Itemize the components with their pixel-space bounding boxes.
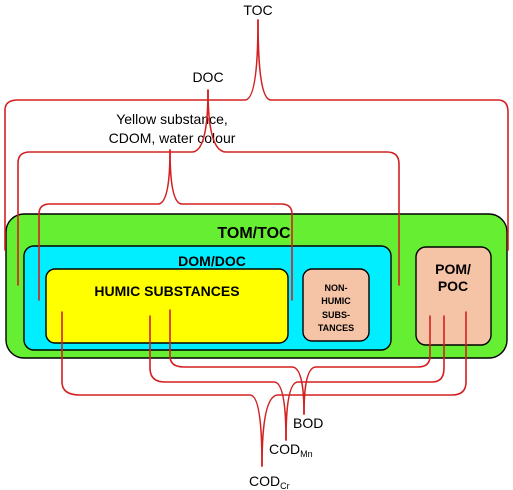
toc-label: TOC <box>243 2 272 18</box>
doc-bracket <box>207 89 400 286</box>
non-humic-label: HUMIC <box>321 296 351 306</box>
doc-label: DOC <box>192 69 223 85</box>
codcr-bracket <box>261 311 467 467</box>
toc-bracket <box>4 19 259 251</box>
pom-poc-label: POC <box>438 278 468 294</box>
codmn-label: CODMn <box>269 441 313 459</box>
doc-bracket <box>17 89 209 286</box>
bod-label: BOD <box>293 415 323 431</box>
codmn-bracket <box>149 315 287 441</box>
codmn-bracket <box>285 315 445 441</box>
cdom-bracket <box>38 149 171 301</box>
humic-substances-box <box>45 268 289 344</box>
cdom-bracket <box>169 149 293 301</box>
bod-bracket <box>169 309 305 415</box>
non-humic-label: NON- <box>325 283 348 293</box>
tom-toc-label: TOM/TOC <box>217 225 291 242</box>
non-humic-label: TANCES <box>318 323 354 333</box>
pom-poc-box <box>415 246 492 346</box>
humic-substances-label: HUMIC SUBSTANCES <box>94 283 239 299</box>
codcr-label: CODCr <box>249 473 290 490</box>
dom-doc-label: DOM/DOC <box>178 253 246 269</box>
yellow-substance-label: Yellow substance, <box>116 111 228 127</box>
non-humic-label: SUBS- <box>322 310 350 320</box>
pom-poc-label: POM/ <box>435 261 471 277</box>
codcr-bracket <box>61 311 263 467</box>
yellow-substance-label: CDOM, water colour <box>109 130 236 146</box>
bod-bracket <box>303 315 431 415</box>
non-humic-substances-box <box>302 268 370 342</box>
toc-bracket <box>257 19 509 251</box>
